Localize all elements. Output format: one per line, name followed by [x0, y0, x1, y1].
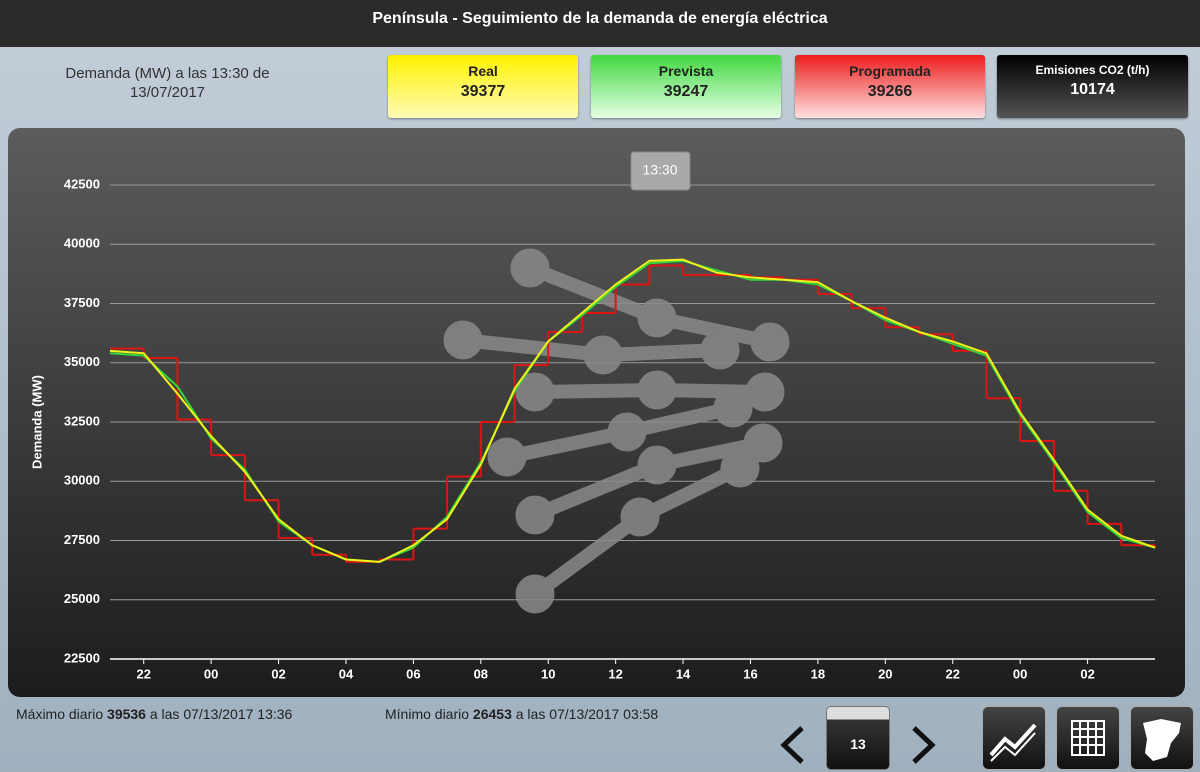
y-tick-label: 40000 [64, 236, 100, 251]
tooltip: 13:30 [642, 162, 677, 178]
x-tick-label: 18 [811, 666, 825, 681]
y-tick-label: 27500 [64, 532, 100, 547]
loading-icon [443, 248, 790, 614]
programada-box: Programada 39266 [795, 55, 985, 118]
value: 10174 [1070, 81, 1115, 98]
x-tick-label: 08 [474, 666, 488, 681]
min-when: a las 07/13/2017 03:58 [515, 706, 659, 722]
next-day[interactable] [906, 722, 940, 768]
label: Programada [849, 63, 931, 79]
x-tick-label: 12 [608, 666, 622, 681]
max-value: 39536 [107, 706, 146, 722]
map-view-button[interactable] [1130, 706, 1194, 770]
x-tick-label: 00 [204, 666, 218, 681]
chart: 22500 25000 27500 30000 32500 35000 37500 40000… [8, 128, 1185, 697]
real-box: Real 39377 [388, 55, 578, 118]
series-line [109, 258, 1156, 563]
min-label: Mínimo diario [385, 706, 470, 722]
max-label: Máximo diario [16, 706, 104, 722]
caption: Demanda (MW) a las 13:30 de 13/07/2017 [65, 65, 270, 101]
x-tick-label: 20 [878, 666, 892, 681]
x-tick-label: 06 [406, 666, 420, 681]
value: 39377 [460, 83, 506, 100]
max-when: a las 07/13/2017 13:36 [149, 706, 293, 722]
y-tick-label: 22500 [64, 650, 100, 665]
x-tick-label: 02 [271, 666, 285, 681]
tooltip-box [630, 151, 691, 191]
x-tick-label: 10 [541, 666, 555, 681]
min-info: Mínimo diario 26453 a las 07/13/2017 03:… [385, 706, 658, 722]
label: Emisiones CO2 (t/h) [1035, 63, 1150, 77]
calendar[interactable]: 13 [826, 706, 890, 770]
label: Prevista [658, 63, 714, 79]
x-tick-label: 22 [136, 666, 150, 681]
min-value: 26453 [472, 706, 512, 722]
chart-panel [8, 128, 1185, 697]
prevista-box: Prevista 39247 [591, 55, 781, 118]
chart-view-button[interactable] [982, 706, 1046, 770]
co2-box: Emisiones CO2 (t/h) 10174 [997, 55, 1188, 118]
label: Real [468, 63, 498, 79]
y-tick-label: 25000 [64, 591, 100, 606]
header-title: Península - Seguimiento de la demanda de… [0, 0, 1200, 47]
table-view-button[interactable] [1056, 706, 1120, 770]
max-info: Máximo diario 39536 a las 07/13/2017 13:… [16, 706, 292, 722]
x-tick-label: 04 [339, 666, 354, 681]
x-tick-label: 16 [743, 666, 757, 681]
y-tick-label: 35000 [64, 354, 100, 369]
series-line [109, 259, 1156, 563]
prev-day[interactable] [776, 722, 810, 768]
y-tick-label: 37500 [64, 295, 100, 310]
x-tick-label: 14 [676, 666, 691, 681]
y-axis-label: Demanda (MW) [29, 375, 44, 469]
value: 39266 [867, 83, 913, 100]
x-tick-label: 02 [1080, 666, 1094, 681]
y-tick-label: 42500 [64, 176, 100, 191]
value: 39247 [663, 83, 709, 100]
y-tick-label: 32500 [64, 413, 100, 428]
x-tick-label: 22 [946, 666, 960, 681]
x-tick-label: 00 [1013, 666, 1027, 681]
y-tick-label: 30000 [64, 473, 100, 488]
